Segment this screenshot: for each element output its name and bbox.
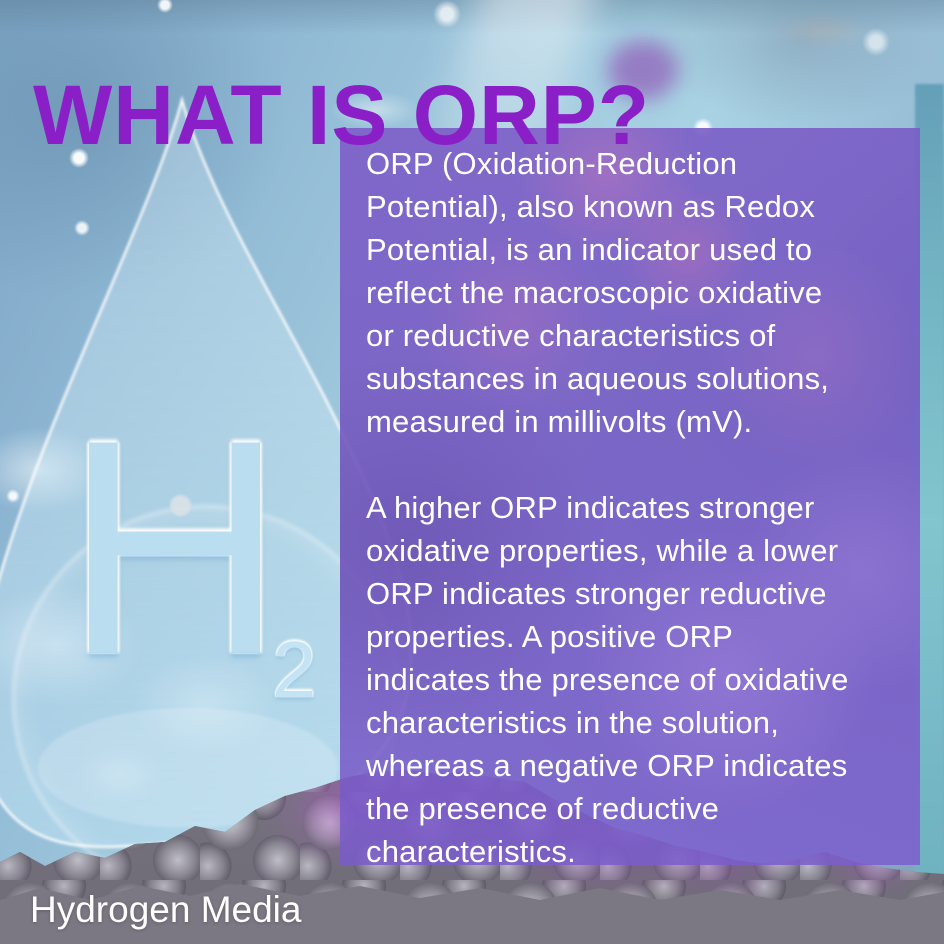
page-title: WHAT IS ORP?: [33, 68, 651, 163]
info-panel: ORP (Oxidation-Reduction Potential), als…: [340, 128, 920, 869]
teal-edge: [915, 84, 944, 876]
purple-blur: [608, 40, 678, 100]
h2-symbol: H: [64, 376, 285, 718]
h2-subscript: 2: [272, 625, 317, 714]
info-paragraph-interpretation: A higher ORP indicates stronger oxidativ…: [366, 490, 849, 869]
brand-watermark: Hydrogen Media: [30, 889, 302, 930]
info-paragraph-definition: ORP (Oxidation-Reduction Potential), als…: [366, 146, 830, 439]
bubble-dot: [170, 495, 191, 516]
